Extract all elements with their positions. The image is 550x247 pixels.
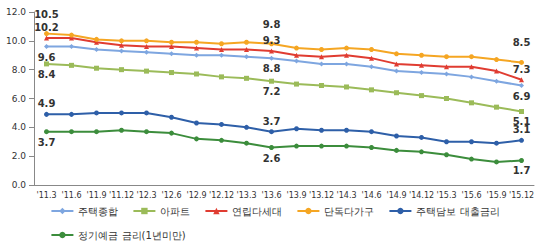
svg-text:1.7: 1.7 [513, 165, 531, 176]
svg-text:'12.3: '12.3 [136, 191, 156, 200]
svg-text:10.5: 10.5 [34, 9, 59, 20]
svg-text:3.1: 3.1 [513, 124, 531, 135]
svg-text:3.7: 3.7 [263, 116, 281, 127]
svg-text:'13.6: '13.6 [261, 191, 281, 200]
svg-text:'13.12: '13.12 [309, 191, 334, 200]
svg-text:'13.9: '13.9 [286, 191, 306, 200]
svg-text:6.9: 6.9 [513, 91, 531, 102]
svg-text:4.0: 4.0 [12, 122, 27, 132]
svg-text:'11.12: '11.12 [109, 191, 134, 200]
svg-text:10.0: 10.0 [6, 36, 26, 46]
svg-text:'15.6: '15.6 [461, 191, 481, 200]
svg-text:10.2: 10.2 [34, 22, 59, 33]
svg-text:'11.9: '11.9 [86, 191, 106, 200]
svg-text:'12.12: '12.12 [209, 191, 234, 200]
svg-text:'13.3: '13.3 [236, 191, 256, 200]
svg-text:2.0: 2.0 [12, 151, 27, 161]
svg-text:3.7: 3.7 [38, 137, 56, 148]
svg-text:7.2: 7.2 [263, 86, 281, 97]
svg-text:'15.3: '15.3 [436, 191, 456, 200]
svg-text:2.6: 2.6 [263, 153, 281, 164]
svg-text:'14.9: '14.9 [386, 191, 406, 200]
svg-text:'11.6: '11.6 [61, 191, 81, 200]
svg-text:7.3: 7.3 [513, 64, 531, 75]
svg-text:'14.3: '14.3 [336, 191, 356, 200]
svg-text:9.8: 9.8 [263, 19, 281, 30]
svg-text:6.0: 6.0 [12, 94, 27, 104]
svg-text:8.0: 8.0 [12, 65, 27, 75]
svg-text:12.0: 12.0 [6, 7, 26, 17]
svg-text:'14.6: '14.6 [361, 191, 381, 200]
svg-text:연립다세대: 연립다세대 [232, 206, 282, 217]
svg-text:5.1: 5.1 [512, 116, 531, 128]
svg-text:'15.12: '15.12 [509, 191, 534, 200]
svg-text:단독다가구: 단독다가구 [324, 206, 374, 217]
svg-text:8.8: 8.8 [263, 63, 281, 74]
svg-text:정기예금 금리(1년미만): 정기예금 금리(1년미만) [78, 230, 185, 241]
svg-text:9.6: 9.6 [38, 52, 56, 63]
svg-text:'14.12: '14.12 [409, 191, 434, 200]
svg-text:8.4: 8.4 [38, 69, 56, 80]
svg-text:주택담보 대출금리: 주택담보 대출금리 [416, 206, 499, 217]
svg-text:주택종합: 주택종합 [78, 206, 118, 217]
svg-text:'12.6: '12.6 [161, 191, 181, 200]
svg-text:'12.9: '12.9 [186, 191, 206, 200]
svg-text:4.9: 4.9 [38, 98, 56, 109]
svg-text:9.3: 9.3 [263, 35, 281, 46]
svg-text:'15.9: '15.9 [486, 191, 506, 200]
svg-text:8.5: 8.5 [513, 37, 531, 48]
svg-text:0.0: 0.0 [12, 180, 27, 190]
svg-text:'11.3: '11.3 [36, 191, 56, 200]
svg-text:아파트: 아파트 [160, 206, 190, 217]
